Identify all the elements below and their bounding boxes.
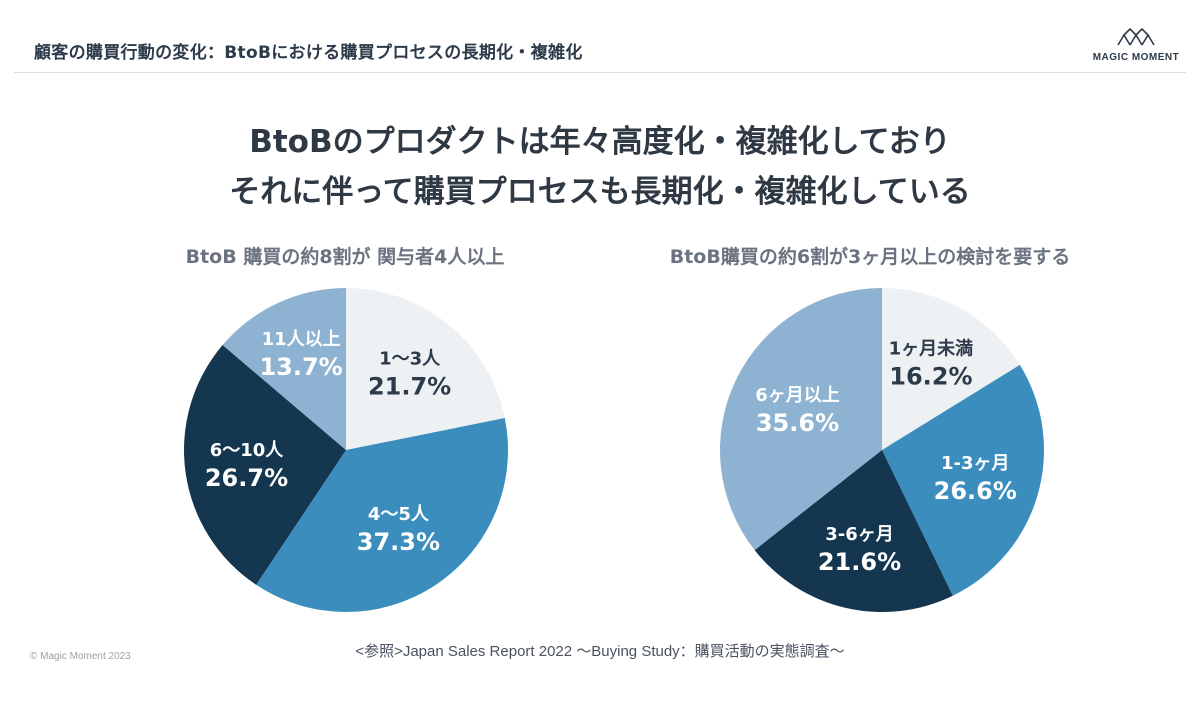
logo-text: MAGIC MOMENT — [1092, 52, 1180, 63]
copyright: © Magic Moment 2023 — [30, 651, 131, 662]
slice-category-label: 6〜10人 — [210, 440, 285, 461]
slice-category-label: 1-3ヶ月 — [941, 453, 1010, 474]
slice-value-label: 26.7% — [205, 464, 288, 492]
slice-category-label: 1ヶ月未満 — [889, 337, 974, 359]
slice-category-label: 4〜5人 — [368, 504, 430, 525]
slice-value-label: 13.7% — [259, 353, 342, 381]
slice-category-label: 11人以上 — [262, 329, 341, 350]
pie-slice-3 — [754, 450, 953, 612]
pie-slice-2 — [882, 364, 1044, 596]
slice-category-label: 1〜3人 — [379, 348, 441, 369]
pie-chart-duration: 1ヶ月未満 16.2% 1-3ヶ月 26.6% 3-6ヶ月 21.6% 6ヶ月以上 35.6% — [720, 288, 1044, 612]
slice-value-label: 35.6% — [756, 409, 839, 437]
chart-title-duration: BtoB購買の約6割が3ヶ月以上の検討を要する — [669, 246, 1071, 268]
pie-slice-1 — [346, 288, 505, 450]
pie-slice-2 — [256, 417, 508, 612]
logo: MAGIC MOMENT — [1088, 27, 1184, 68]
slice-value-label: 21.6% — [818, 548, 901, 576]
pie-slice-4 — [222, 288, 346, 450]
header: 顧客の購買行動の変化：BtoBにおける購買プロセスの長期化・複雑化 MAGIC … — [0, 0, 1200, 73]
pie-slice-3 — [184, 345, 346, 585]
pie-slice-4 — [720, 288, 882, 551]
headline-line-1: BtoBのプロダクトは年々高度化・複雑化しており — [249, 124, 951, 160]
slice-category-label: 6ヶ月以上 — [755, 385, 840, 406]
pie-slice-1 — [882, 288, 1020, 450]
slice-value-label: 21.7% — [368, 372, 451, 400]
source-citation: <参照>Japan Sales Report 2022 〜Buying Stud… — [355, 643, 845, 660]
slice-value-label: 16.2% — [889, 362, 972, 390]
headline-line-2: それに伴って購買プロセスも長期化・複雑化している — [229, 174, 971, 210]
page-title: 顧客の購買行動の変化：BtoBにおける購買プロセスの長期化・複雑化 — [34, 43, 583, 63]
logo-icon — [1117, 27, 1155, 46]
slice-value-label: 26.6% — [934, 477, 1017, 505]
chart-title-stakeholders: BtoB 購買の約8割が 関与者4人以上 — [185, 246, 505, 268]
slice-value-label: 37.3% — [357, 528, 440, 556]
slice-category-label: 3-6ヶ月 — [825, 524, 894, 545]
header-divider — [14, 72, 1186, 73]
pie-chart-stakeholders: 1〜3人 21.7% 4〜5人 37.3% 6〜10人 26.7% 11人以上 13.7% — [184, 288, 508, 612]
